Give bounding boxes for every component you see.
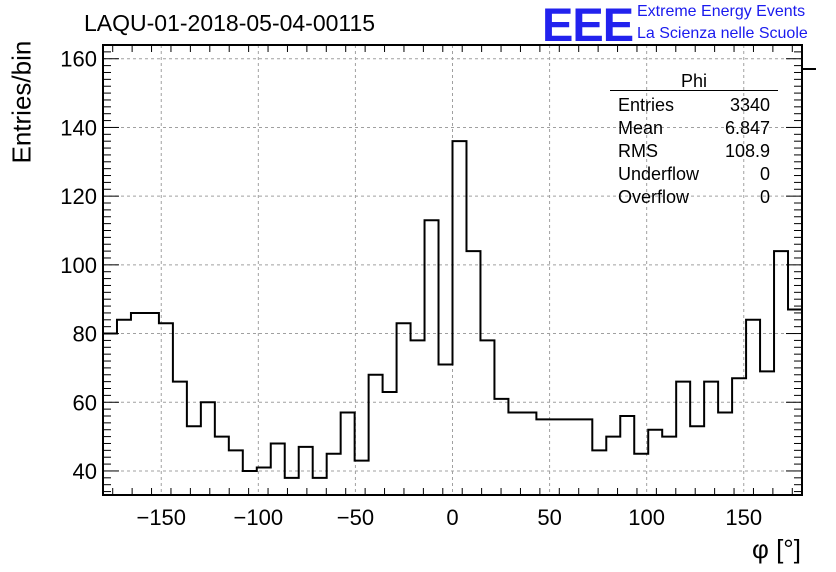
stats-label: RMS (618, 141, 658, 161)
x-tick-label: 50 (537, 505, 561, 530)
y-tick-label: 120 (60, 184, 97, 209)
y-tick-label: 80 (73, 322, 97, 347)
stats-value: 108.9 (724, 141, 770, 161)
x-tick-label: −100 (234, 505, 284, 530)
stats-title: Phi (610, 72, 778, 91)
stats-value: 3340 (729, 95, 770, 115)
stats-row-underflow: Underflow 0 (610, 163, 778, 186)
histogram-series (103, 68, 816, 479)
plot-frame (102, 44, 803, 496)
x-tick-label: 100 (628, 505, 665, 530)
y-tick-label: 140 (60, 115, 97, 140)
y-tick-label: 160 (60, 47, 97, 72)
logo-line-1: Extreme Energy Events (637, 3, 806, 20)
y-axis-label: Entries/bin (6, 40, 37, 164)
x-tick-label: −150 (136, 505, 186, 530)
stats-row-entries: Entries 3340 (610, 94, 778, 117)
x-tick-label: −50 (337, 505, 374, 530)
stats-label: Underflow (618, 164, 700, 184)
x-axis-label: φ [°] (752, 534, 801, 564)
y-tick-label: 100 (60, 253, 97, 278)
stats-value: 0 (759, 187, 770, 207)
stats-value: 0 (759, 164, 770, 184)
stats-value: 6.847 (724, 118, 770, 138)
x-tick-label: 0 (446, 505, 458, 530)
y-tick-label: 40 (73, 459, 97, 484)
y-tick-label: 60 (73, 390, 97, 415)
x-tick-label: 150 (725, 505, 762, 530)
logo-line-2: La Scienza nelle Scuole (637, 25, 808, 42)
stats-row-rms: RMS 108.9 (610, 140, 778, 163)
stats-label: Mean (618, 118, 664, 138)
eee-logo: EEE (542, 0, 634, 51)
chart-title: LAQU-01-2018-05-04-00115 (84, 10, 376, 36)
stats-label: Entries (618, 95, 675, 115)
stats-box: Phi Entries 3340 Mean 6.847 RMS 108.9 Un… (610, 72, 778, 209)
stats-row-overflow: Overflow 0 (610, 186, 778, 209)
stats-label: Overflow (618, 187, 690, 207)
stats-row-mean: Mean 6.847 (610, 117, 778, 140)
